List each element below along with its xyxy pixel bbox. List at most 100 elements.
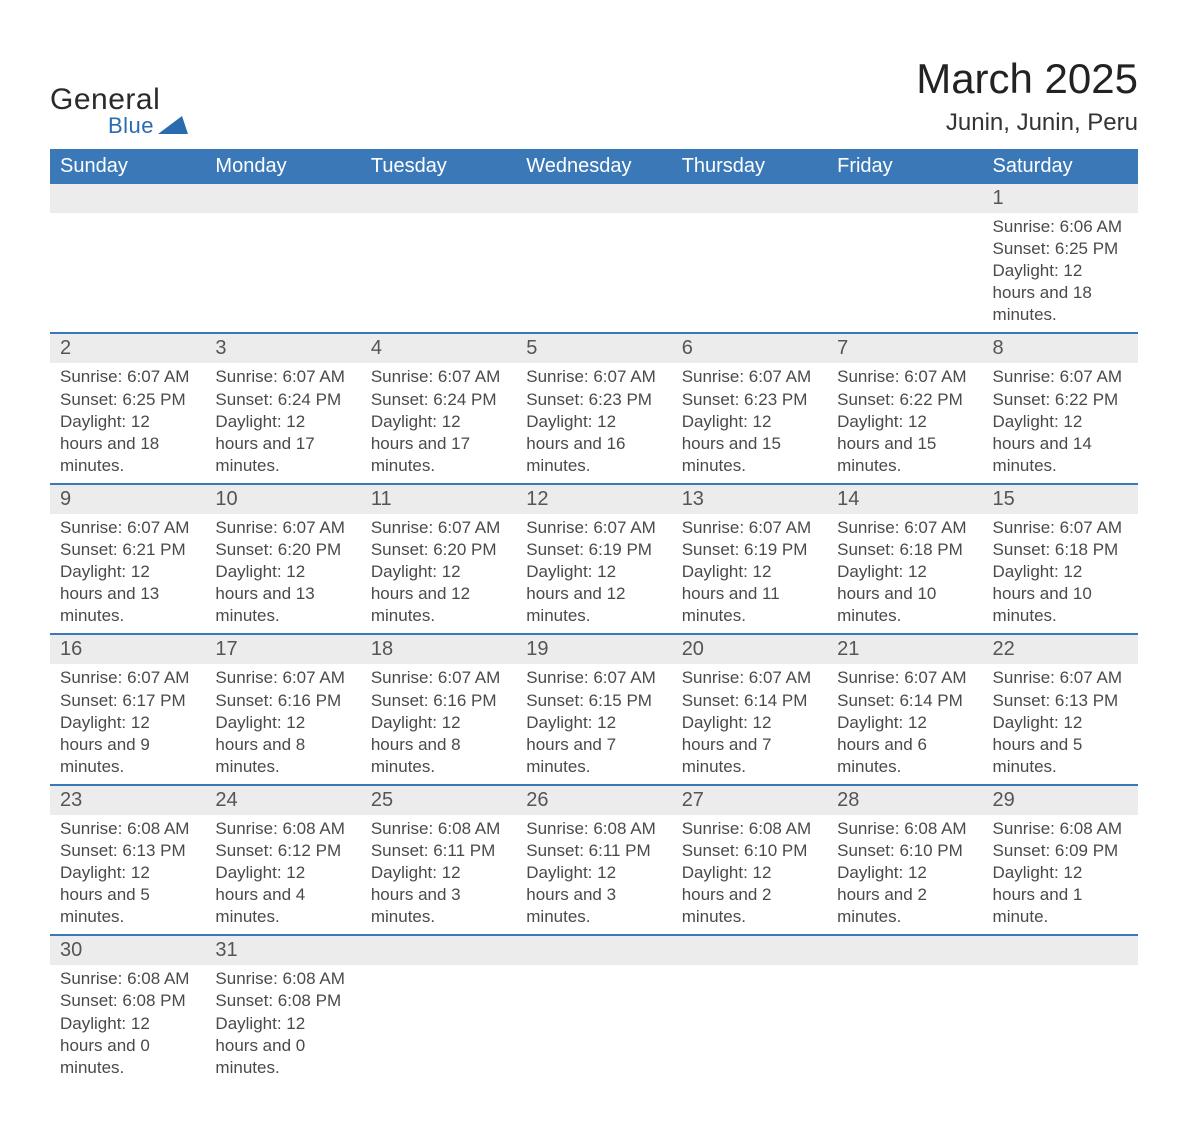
sunrise-text: Sunrise: 6:08 AM [837,818,972,840]
daylight-text: Daylight: 12 hours and 8 minutes. [371,712,506,778]
brand-logo: General Blue [50,85,188,137]
day-detail-cell: Sunrise: 6:07 AMSunset: 6:22 PMDaylight:… [983,363,1138,483]
week-daynum-row: 1 [50,184,1138,213]
week-detail-row: Sunrise: 6:07 AMSunset: 6:17 PMDaylight:… [50,664,1138,784]
sunrise-text: Sunrise: 6:07 AM [371,366,506,388]
sunset-text: Sunset: 6:10 PM [837,840,972,862]
calendar-body: 1Sunrise: 6:06 AMSunset: 6:25 PMDaylight… [50,184,1138,1085]
sunrise-text: Sunrise: 6:07 AM [682,517,817,539]
day-detail-cell [361,965,516,1084]
day-detail-cell: Sunrise: 6:07 AMSunset: 6:14 PMDaylight:… [827,664,982,784]
day-detail-cell [827,965,982,1084]
sunset-text: Sunset: 6:24 PM [215,389,350,411]
day-number-cell: 23 [50,785,205,815]
daylight-text: Daylight: 12 hours and 17 minutes. [371,411,506,477]
brand-mark-icon [158,116,188,137]
sunrise-text: Sunrise: 6:07 AM [682,667,817,689]
header: General Blue March 2025 Junin, Junin, Pe… [50,55,1138,137]
day-detail-cell: Sunrise: 6:08 AMSunset: 6:08 PMDaylight:… [205,965,360,1084]
daylight-text: Daylight: 12 hours and 9 minutes. [60,712,195,778]
sunrise-text: Sunrise: 6:07 AM [526,667,661,689]
sunset-text: Sunset: 6:12 PM [215,840,350,862]
day-detail-cell: Sunrise: 6:07 AMSunset: 6:24 PMDaylight:… [205,363,360,483]
day-number-cell: 9 [50,484,205,514]
sunrise-text: Sunrise: 6:08 AM [526,818,661,840]
day-number-cell: 20 [672,634,827,664]
daylight-text: Daylight: 12 hours and 12 minutes. [526,561,661,627]
weekday-header-row: Sunday Monday Tuesday Wednesday Thursday… [50,149,1138,184]
day-detail-cell [516,213,671,333]
day-detail-cell: Sunrise: 6:07 AMSunset: 6:18 PMDaylight:… [827,514,982,634]
day-number-cell: 24 [205,785,360,815]
sunset-text: Sunset: 6:13 PM [60,840,195,862]
daylight-text: Daylight: 12 hours and 7 minutes. [526,712,661,778]
sunset-text: Sunset: 6:25 PM [60,389,195,411]
weekday-header: Sunday [50,149,205,184]
daylight-text: Daylight: 12 hours and 7 minutes. [682,712,817,778]
sunrise-text: Sunrise: 6:08 AM [371,818,506,840]
day-detail-cell: Sunrise: 6:07 AMSunset: 6:14 PMDaylight:… [672,664,827,784]
daylight-text: Daylight: 12 hours and 4 minutes. [215,862,350,928]
sunrise-text: Sunrise: 6:07 AM [215,366,350,388]
day-number-cell: 7 [827,333,982,363]
day-number-cell: 10 [205,484,360,514]
title-block: March 2025 Junin, Junin, Peru [916,55,1138,137]
day-number-cell: 15 [983,484,1138,514]
day-number-cell: 25 [361,785,516,815]
day-number-cell: 31 [205,935,360,965]
week-detail-row: Sunrise: 6:08 AMSunset: 6:13 PMDaylight:… [50,815,1138,935]
day-detail-cell [983,965,1138,1084]
day-number-cell [672,184,827,213]
day-number-cell: 18 [361,634,516,664]
daylight-text: Daylight: 12 hours and 15 minutes. [837,411,972,477]
sunset-text: Sunset: 6:24 PM [371,389,506,411]
sunrise-text: Sunrise: 6:08 AM [215,818,350,840]
day-number-cell: 27 [672,785,827,815]
weekday-header: Saturday [983,149,1138,184]
week-detail-row: Sunrise: 6:06 AMSunset: 6:25 PMDaylight:… [50,213,1138,333]
sunset-text: Sunset: 6:13 PM [993,690,1128,712]
day-detail-cell: Sunrise: 6:07 AMSunset: 6:21 PMDaylight:… [50,514,205,634]
week-detail-row: Sunrise: 6:07 AMSunset: 6:21 PMDaylight:… [50,514,1138,634]
daylight-text: Daylight: 12 hours and 3 minutes. [526,862,661,928]
day-number-cell [516,184,671,213]
sunrise-text: Sunrise: 6:07 AM [60,366,195,388]
day-number-cell: 1 [983,184,1138,213]
sunrise-text: Sunrise: 6:08 AM [60,818,195,840]
day-detail-cell: Sunrise: 6:07 AMSunset: 6:24 PMDaylight:… [361,363,516,483]
sunrise-text: Sunrise: 6:08 AM [682,818,817,840]
daylight-text: Daylight: 12 hours and 18 minutes. [993,260,1128,326]
sunrise-text: Sunrise: 6:07 AM [682,366,817,388]
day-detail-cell [672,965,827,1084]
daylight-text: Daylight: 12 hours and 13 minutes. [215,561,350,627]
sunrise-text: Sunrise: 6:08 AM [60,968,195,990]
daylight-text: Daylight: 12 hours and 10 minutes. [837,561,972,627]
day-detail-cell: Sunrise: 6:07 AMSunset: 6:23 PMDaylight:… [672,363,827,483]
daylight-text: Daylight: 12 hours and 11 minutes. [682,561,817,627]
day-detail-cell: Sunrise: 6:08 AMSunset: 6:12 PMDaylight:… [205,815,360,935]
daylight-text: Daylight: 12 hours and 16 minutes. [526,411,661,477]
week-daynum-row: 23242526272829 [50,785,1138,815]
day-number-cell: 30 [50,935,205,965]
day-number-cell: 29 [983,785,1138,815]
day-detail-cell: Sunrise: 6:07 AMSunset: 6:20 PMDaylight:… [361,514,516,634]
sunset-text: Sunset: 6:18 PM [837,539,972,561]
day-detail-cell: Sunrise: 6:08 AMSunset: 6:11 PMDaylight:… [361,815,516,935]
day-detail-cell: Sunrise: 6:07 AMSunset: 6:16 PMDaylight:… [205,664,360,784]
sunrise-text: Sunrise: 6:07 AM [837,667,972,689]
day-detail-cell [50,213,205,333]
sunrise-text: Sunrise: 6:08 AM [215,968,350,990]
weekday-header: Thursday [672,149,827,184]
sunset-text: Sunset: 6:08 PM [215,990,350,1012]
day-detail-cell: Sunrise: 6:08 AMSunset: 6:13 PMDaylight:… [50,815,205,935]
sunset-text: Sunset: 6:23 PM [526,389,661,411]
weekday-header: Monday [205,149,360,184]
sunrise-text: Sunrise: 6:07 AM [215,667,350,689]
day-number-cell: 6 [672,333,827,363]
day-number-cell [516,935,671,965]
sunset-text: Sunset: 6:10 PM [682,840,817,862]
daylight-text: Daylight: 12 hours and 1 minute. [993,862,1128,928]
day-detail-cell [361,213,516,333]
weekday-header: Tuesday [361,149,516,184]
day-detail-cell [516,965,671,1084]
